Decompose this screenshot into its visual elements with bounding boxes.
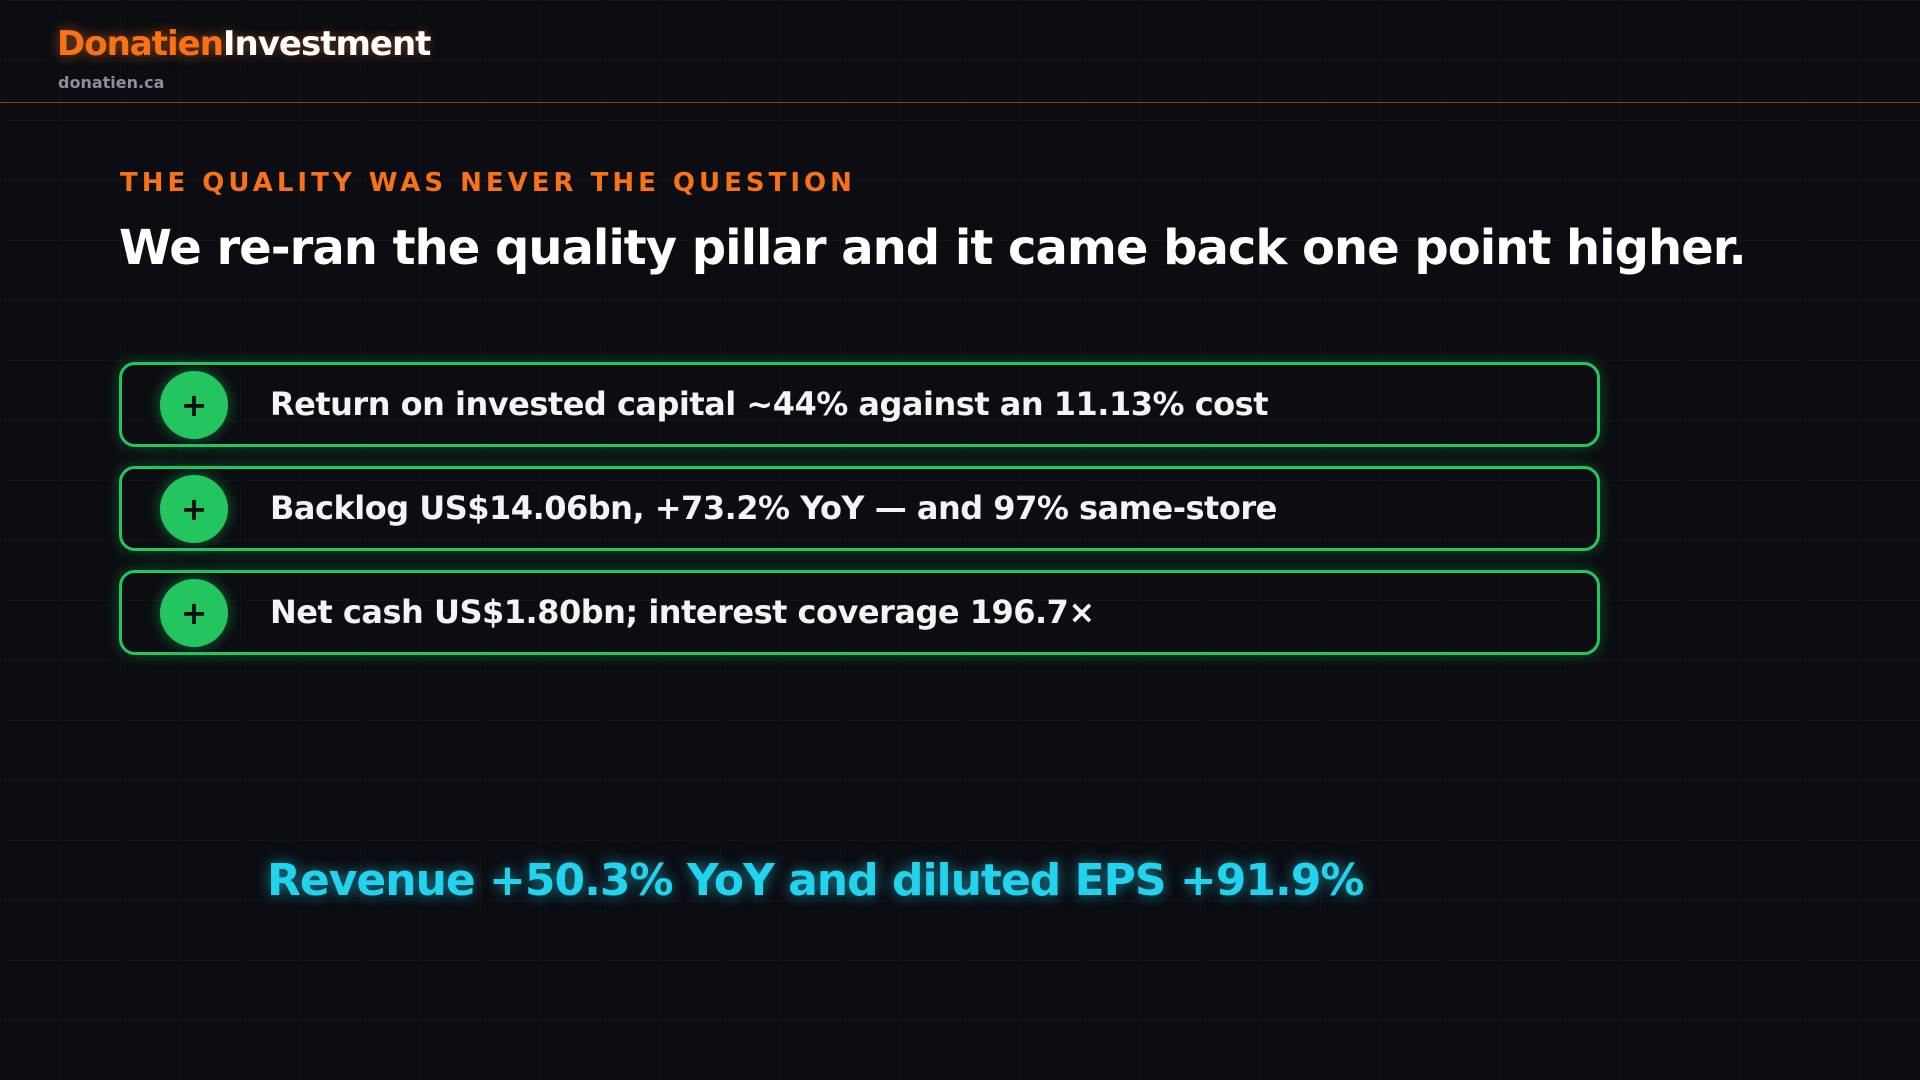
brand-url: donatien.ca — [58, 73, 165, 92]
brand: DonatienInvestment — [57, 24, 432, 64]
header-rule — [0, 102, 1920, 103]
headline: We re-ran the quality pillar and it came… — [119, 220, 1747, 276]
brand-second: Investment — [222, 24, 432, 64]
point-text: Net cash US$1.80bn; interest coverage 19… — [270, 593, 1095, 631]
point-card: + Backlog US$14.06bn, +73.2% YoY — and 97… — [119, 466, 1600, 551]
point-card: + Net cash US$1.80bn; interest coverage 1… — [119, 570, 1600, 655]
point-icon: + — [160, 475, 228, 543]
brand-first: Donatien — [57, 24, 224, 64]
footer-highlight: Revenue +50.3% YoY and diluted EPS +91.9… — [267, 855, 1364, 906]
eyebrow: THE QUALITY WAS NEVER THE QUESTION — [120, 168, 856, 198]
point-icon: + — [160, 371, 228, 439]
point-text: Return on invested capital ~44% against … — [270, 385, 1268, 423]
point-icon: + — [160, 579, 228, 647]
point-text: Backlog US$14.06bn, +73.2% YoY — and 97%… — [270, 489, 1277, 527]
point-card: + Return on invested capital ~44% against… — [119, 362, 1600, 447]
